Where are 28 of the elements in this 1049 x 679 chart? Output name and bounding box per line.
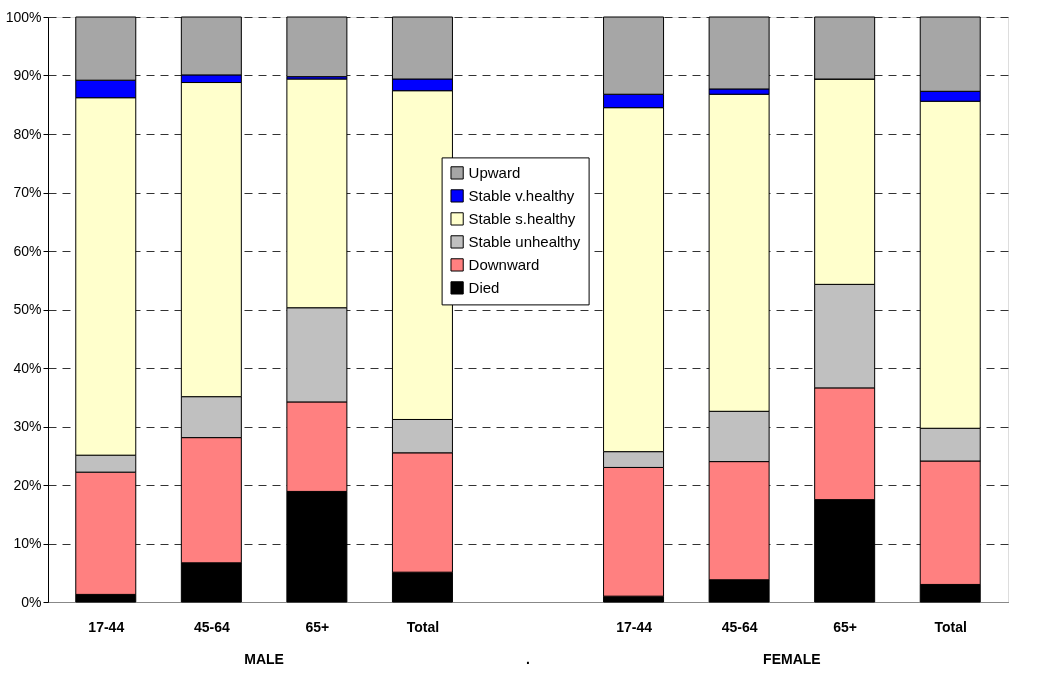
text: MALE — [244, 651, 284, 667]
x-tick-label: Total — [934, 618, 967, 635]
legend-label: Upward — [468, 163, 521, 181]
x-tick-label: 65+ — [305, 618, 330, 635]
text: FEMALE — [763, 651, 821, 667]
y-tick-label: 0% — [21, 593, 42, 610]
y-tick-label: 60% — [13, 242, 42, 259]
y-tick-label: 90% — [13, 67, 42, 83]
y-tick-label: 40% — [13, 359, 42, 376]
x-tick-label: 65+ — [833, 618, 858, 635]
x-tick-label: 45-64 — [193, 618, 230, 635]
legend-label: Stable v.healthy — [468, 186, 575, 204]
y-tick-label: 20% — [13, 476, 42, 493]
text: . — [526, 651, 530, 667]
x-tick-label: 17-44 — [616, 618, 653, 635]
legend-label: Stable s.healthy — [468, 209, 576, 227]
y-tick-label: 100% — [5, 8, 42, 25]
x-tick-label: 45-64 — [721, 618, 758, 635]
y-tick-label: 10% — [13, 535, 42, 551]
y-tick-label: 80% — [13, 125, 42, 142]
legend-label: Stable unhealthy — [468, 232, 581, 250]
y-tick-label: 70% — [13, 184, 42, 200]
x-tick-label: 17-44 — [88, 618, 125, 635]
x-tick-label: Total — [406, 618, 440, 635]
legend-label: Downward — [468, 255, 540, 273]
y-tick-label: 30% — [13, 418, 42, 434]
legend-label: Died — [468, 278, 500, 296]
y-tick-label: 50% — [13, 301, 42, 317]
